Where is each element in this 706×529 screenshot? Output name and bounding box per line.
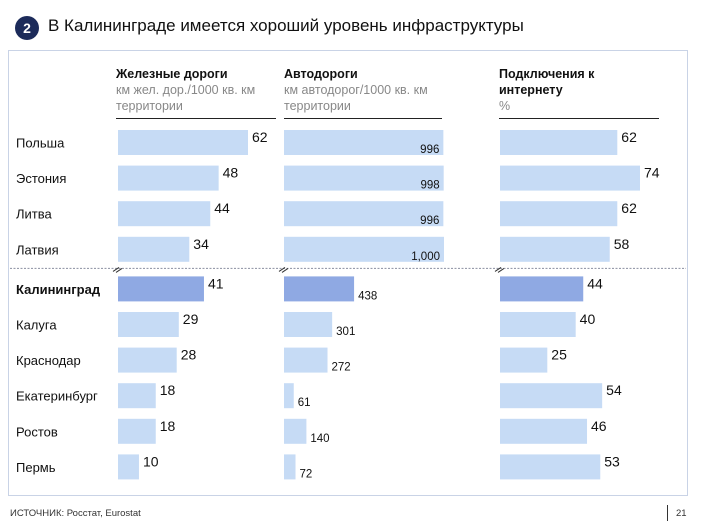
data-label: 438 [358, 290, 377, 302]
data-label: 1,000 [411, 251, 440, 263]
bar [118, 165, 219, 191]
data-label: 53 [604, 453, 620, 469]
row-label: Екатеринбург [16, 389, 98, 404]
row-label: Калуга [16, 318, 57, 333]
header-internet-underline [499, 118, 659, 119]
axis-break-mark [494, 266, 505, 273]
bar [500, 165, 640, 191]
data-label: 996 [420, 215, 439, 227]
header-internet-unit: % [499, 99, 511, 113]
row-label: Латвия [16, 242, 59, 257]
bar [500, 383, 603, 409]
section-badge: 2 [15, 16, 39, 40]
data-label: 301 [336, 326, 355, 338]
header-railways: Железные дороги км жел. дор./1000 кв. км… [116, 66, 278, 114]
data-label: 40 [580, 311, 596, 327]
bar [500, 130, 618, 155]
row-label: Эстония [16, 171, 66, 186]
axis-break-mark [112, 266, 123, 273]
row-label: Польша [16, 136, 65, 151]
bar [284, 312, 333, 337]
bar [500, 454, 601, 480]
chart-frame [8, 50, 688, 496]
header-roads-unit: км автодорог/1000 кв. км территории [284, 83, 428, 113]
data-label: 34 [193, 236, 209, 252]
row-label: Ростов [16, 424, 58, 439]
data-label: 61 [298, 397, 311, 409]
bar [284, 130, 444, 155]
bar [118, 418, 156, 444]
header-railways-title: Железные дороги [116, 67, 228, 81]
bar [118, 201, 211, 227]
bar [500, 347, 548, 373]
header-internet: Подключения к интернету % [499, 66, 639, 114]
data-label: 996 [420, 144, 439, 156]
bar [284, 347, 328, 373]
data-label: 998 [420, 180, 439, 192]
data-label: 74 [644, 165, 660, 181]
data-label: 46 [591, 418, 607, 434]
source-note: ИСТОЧНИК: Росстат, Eurostat [10, 508, 141, 519]
data-label: 272 [332, 362, 351, 374]
data-label: 58 [614, 236, 630, 252]
data-label: 54 [606, 382, 622, 398]
data-label: 41 [208, 275, 224, 291]
bar [118, 276, 204, 302]
bar [284, 236, 444, 262]
bar [118, 312, 179, 337]
data-label: 18 [160, 382, 176, 398]
page-separator [667, 505, 668, 521]
bar [118, 347, 177, 373]
row-label: Краснодар [16, 353, 81, 368]
bar [284, 165, 444, 191]
data-label: 62 [252, 129, 268, 145]
slide-title: В Калининграде имеется хороший уровень и… [48, 16, 524, 35]
page-number: 21 [676, 508, 687, 519]
row-label: Калининград [16, 282, 101, 297]
bar [284, 418, 307, 444]
bar [284, 201, 444, 227]
bar [118, 383, 156, 409]
header-roads: Автодороги км автодорог/1000 кв. км терр… [284, 66, 434, 114]
row-label: Пермь [16, 460, 56, 475]
data-label: 29 [183, 311, 199, 327]
header-roads-title: Автодороги [284, 67, 358, 81]
data-label: 25 [551, 347, 567, 363]
header-railways-unit: км жел. дор./1000 кв. км территории [116, 83, 256, 113]
data-label: 140 [310, 433, 329, 445]
bar [118, 454, 139, 480]
bar [284, 383, 294, 409]
bar [500, 201, 618, 227]
bar [500, 418, 588, 444]
bar [118, 236, 190, 262]
bar [500, 312, 576, 337]
header-railways-underline [116, 118, 276, 119]
axis-break-mark [278, 266, 289, 273]
data-label: 62 [621, 200, 637, 216]
bar [284, 454, 296, 480]
data-label: 62 [621, 129, 637, 145]
data-label: 44 [214, 200, 230, 216]
data-label: 10 [143, 453, 159, 469]
header-internet-title: Подключения к интернету [499, 67, 595, 97]
bar [500, 236, 610, 262]
data-label: 18 [160, 418, 176, 434]
data-label: 28 [181, 347, 197, 363]
data-label: 44 [587, 275, 603, 291]
data-label: 48 [223, 165, 239, 181]
row-label: Литва [16, 207, 53, 222]
data-label: 72 [300, 468, 313, 480]
bar [118, 130, 248, 155]
header-roads-underline [284, 118, 442, 119]
bar [500, 276, 584, 302]
bar [284, 276, 355, 302]
